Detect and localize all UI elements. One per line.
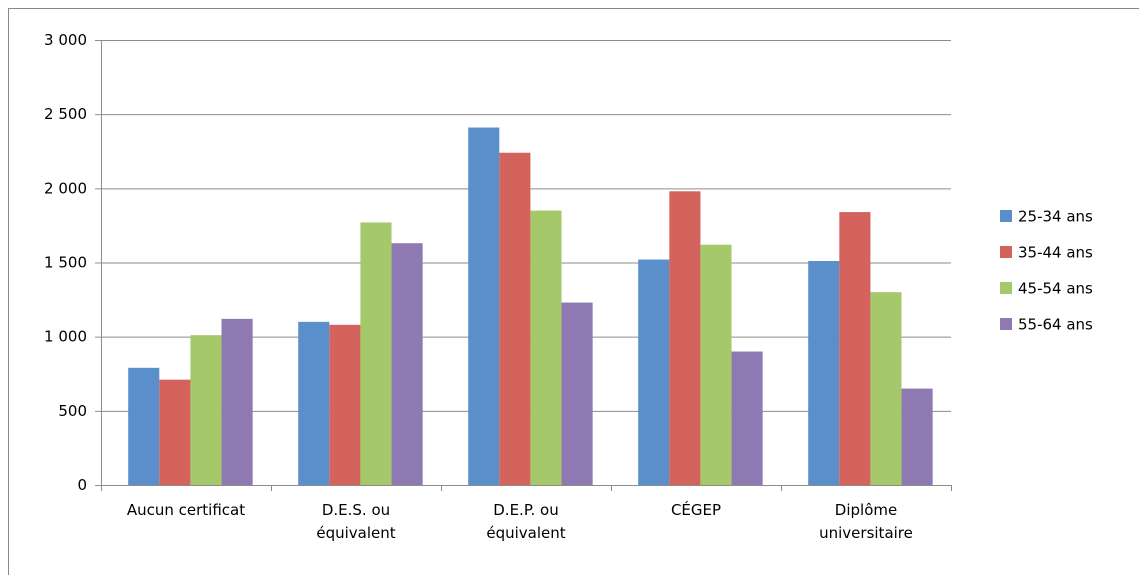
bar [190,335,222,485]
bar [391,243,423,485]
y-tick-label: 0 [77,476,87,494]
bar [839,212,871,486]
bar [298,321,330,485]
bar [221,318,253,485]
legend-label: 25-34 ans [1018,208,1093,226]
bar [638,259,670,485]
bar [669,191,701,486]
y-tick-label: 2 500 [44,105,87,123]
chart-border [8,8,1139,575]
legend-swatch [1000,210,1012,222]
y-tick-label: 500 [58,402,87,420]
bar [530,210,562,486]
bar [808,261,840,485]
bar [159,379,191,485]
y-tick-label: 1 500 [44,254,87,272]
bar [870,292,902,485]
bar [128,367,160,485]
x-tick-label: Diplôme universitaire [819,501,913,542]
y-tick-label: 3 000 [44,31,87,49]
legend-label: 55-64 ans [1018,316,1093,334]
bar [731,351,763,485]
bar [468,127,500,486]
bar [561,302,593,485]
x-tick-label: Aucun certificat [126,501,246,519]
legend-swatch [1000,246,1012,258]
legend-swatch [1000,282,1012,294]
bar [700,244,732,485]
legend-label: 45-54 ans [1018,280,1093,298]
y-tick-label: 1 000 [44,328,87,346]
y-tick-label: 2 000 [44,179,87,197]
legend-swatch [1000,318,1012,330]
bar [499,152,531,485]
bar [360,222,392,485]
x-tick-label: D.E.S. ou équivalent [316,501,396,542]
bar [901,388,933,485]
bar [329,324,361,485]
legend-label: 35-44 ans [1018,244,1093,262]
x-tick-label: D.E.P. ou équivalent [486,501,566,542]
x-tick-label: CÉGEP [670,501,722,519]
